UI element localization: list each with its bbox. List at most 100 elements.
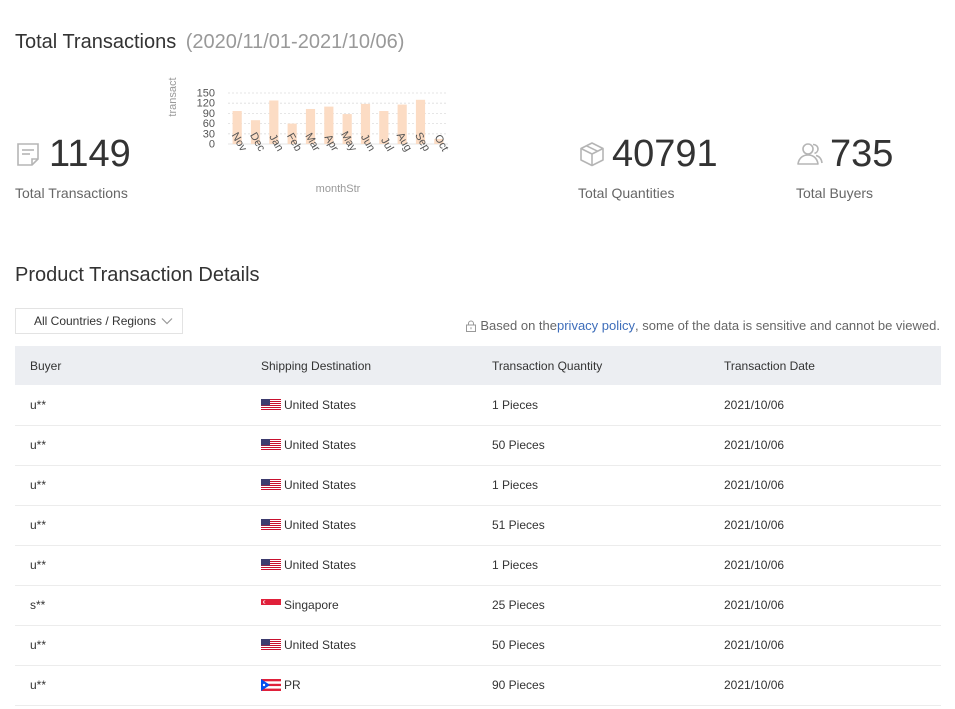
x-axis-label: monthStr [316, 183, 361, 195]
table-row: u** United States 50 Pieces 2021/10/06 [15, 425, 941, 466]
column-header-date: Transaction Date [709, 346, 941, 385]
destination-name: PR [284, 678, 301, 692]
pr-flag-icon [261, 679, 281, 691]
document-icon [17, 143, 39, 166]
section-title: Product Transaction Details [15, 264, 260, 286]
notice-suffix: , some of the data is sensitive and cann… [635, 318, 940, 333]
buyer-cell: u** [15, 385, 246, 426]
total-quantities-label: Total Quantities [578, 185, 675, 201]
notice-prefix: Based on the [480, 318, 557, 333]
x-tick-label: Jan [266, 132, 285, 153]
us-flag-icon [261, 639, 281, 651]
x-tick-label: Oct [432, 133, 451, 154]
x-tick-label: May [338, 130, 359, 154]
filter-label: All Countries / Regions [34, 314, 157, 328]
chart-bar [342, 114, 352, 144]
y-tick-label: 30 [203, 128, 215, 140]
us-flag-icon [261, 519, 281, 531]
quantity-cell: 1 Pieces [477, 545, 709, 586]
y-tick-label: 120 [197, 98, 215, 110]
date-cell: 2021/10/06 [709, 385, 941, 426]
chart-bar [415, 99, 426, 144]
table-row: s** Singapore 25 Pieces 2021/10/06 [15, 585, 941, 626]
x-tick-label: Nov [229, 131, 249, 154]
x-tick-label: Mar [302, 131, 322, 154]
total-buyers-label: Total Buyers [796, 185, 874, 201]
y-tick-label: 150 [197, 88, 215, 100]
quantity-cell: 51 Pieces [477, 505, 709, 546]
total-buyers-value: 735 [830, 133, 894, 175]
chart-bar [269, 100, 279, 144]
destination-cell: United States [246, 385, 477, 426]
x-tick-label: Feb [284, 131, 304, 153]
quantity-cell: 90 Pieces [477, 665, 709, 706]
box-icon [580, 142, 604, 167]
chart-bar [397, 104, 407, 144]
privacy-policy-link[interactable]: privacy policy [557, 318, 636, 333]
transactions-table: Buyer Shipping Destination Transaction Q… [15, 346, 941, 706]
table-row: u** United States 1 Pieces 2021/10/06 [15, 545, 941, 586]
table-row: u** United States 1 Pieces 2021/10/06 [15, 465, 941, 506]
destination-name: United States [284, 397, 357, 412]
us-flag-icon [261, 479, 281, 491]
chart-bar [360, 103, 371, 144]
buyer-cell: s** [15, 585, 246, 626]
privacy-notice: Based on the privacy policy , some of th… [465, 318, 940, 333]
destination-name: Singapore [284, 598, 339, 612]
chart-bar [250, 120, 261, 144]
date-cell: 2021/10/06 [709, 425, 941, 466]
destination-name: United States [284, 438, 357, 452]
buyer-cell: u** [15, 425, 246, 466]
buyer-cell: u** [15, 545, 246, 586]
chevron-down-icon [161, 318, 173, 325]
sg-flag-icon [261, 599, 281, 611]
column-header-buyer: Buyer [15, 346, 246, 385]
quantity-cell: 1 Pieces [477, 385, 709, 426]
destination-cell: PR [246, 665, 477, 706]
chart-bar [324, 106, 334, 144]
destination-name: United States [284, 478, 357, 492]
destination-cell: United States [246, 425, 477, 466]
y-tick-label: 90 [203, 108, 215, 120]
chart-bar [305, 108, 316, 144]
total-transactions-label: Total Transactions [15, 185, 128, 201]
column-header-quantity: Transaction Quantity [477, 346, 709, 385]
table-row: u** PR 90 Pieces 2021/10/06 [15, 665, 941, 706]
title-text: Total Transactions [15, 31, 177, 53]
table-row: u** United States 51 Pieces 2021/10/06 [15, 505, 941, 546]
destination-name: United States [284, 638, 357, 652]
y-axis-label: transact [167, 77, 179, 116]
us-flag-icon [261, 398, 281, 411]
table-header-row: Buyer Shipping Destination Transaction Q… [15, 346, 941, 385]
destination-cell: United States [246, 545, 477, 586]
y-tick-label: 60 [203, 118, 215, 130]
buyer-cell: u** [15, 625, 246, 666]
table-row: u** United States 1 Pieces 2021/10/06 [15, 385, 941, 426]
quantity-cell: 25 Pieces [477, 585, 709, 626]
date-cell: 2021/10/06 [709, 585, 941, 626]
date-cell: 2021/10/06 [709, 625, 941, 666]
date-cell: 2021/10/06 [709, 665, 941, 706]
total-transactions-value: 1149 [49, 133, 131, 175]
stat-total-transactions: 1149 Total Transactions [15, 133, 131, 201]
date-cell: 2021/10/06 [709, 465, 941, 506]
page-title: Total Transactions (2020/11/01-2021/10/0… [15, 31, 404, 54]
chart-bar [434, 138, 444, 144]
total-quantities-value: 40791 [612, 133, 718, 175]
destination-cell: United States [246, 625, 477, 666]
date-cell: 2021/10/06 [709, 545, 941, 586]
us-flag-icon [261, 559, 281, 571]
destination-cell: United States [246, 465, 477, 506]
destination-cell: United States [246, 505, 477, 546]
quantity-cell: 50 Pieces [477, 425, 709, 466]
quantity-cell: 1 Pieces [477, 465, 709, 506]
chart-bar [287, 123, 297, 144]
users-icon [797, 143, 823, 165]
country-region-filter[interactable]: All Countries / Regions [15, 308, 183, 334]
destination-name: United States [284, 518, 357, 532]
stat-total-quantities: 40791 Total Quantities [578, 133, 718, 201]
buyer-cell: u** [15, 465, 246, 506]
date-cell: 2021/10/06 [709, 505, 941, 546]
x-tick-label: Aug [394, 131, 414, 154]
date-range: (2020/11/01-2021/10/06) [185, 31, 405, 53]
